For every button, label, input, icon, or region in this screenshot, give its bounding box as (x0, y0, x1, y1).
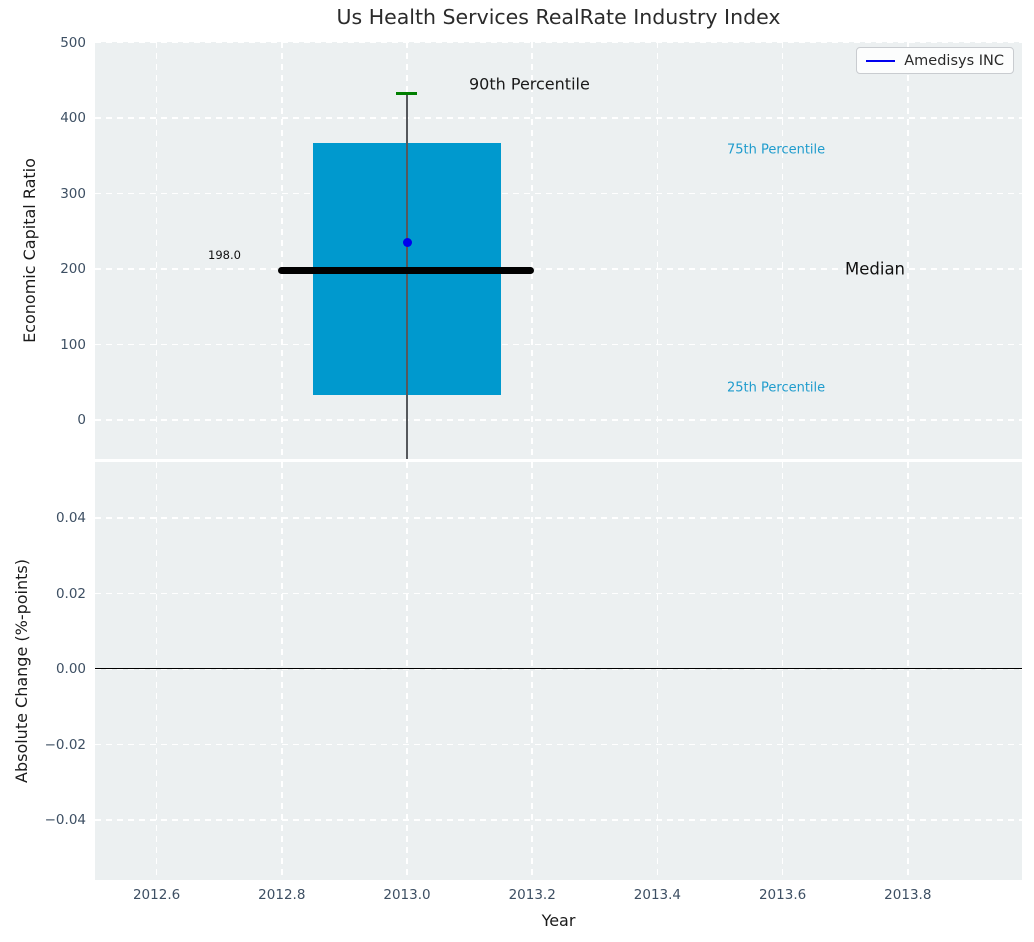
x-tick-label: 2013.4 (633, 887, 682, 903)
h-gridline (95, 743, 1022, 746)
y-tick-label: 0.02 (55, 585, 86, 602)
boxplot-median-line (278, 266, 534, 274)
y-tick-label: −0.04 (44, 812, 86, 828)
h-gridline (95, 192, 1022, 195)
y-tick-label: 200 (60, 261, 86, 277)
y-tick-label: 500 (60, 34, 86, 51)
v-gridline (781, 42, 784, 459)
p90-annotation: 90th Percentile (469, 74, 590, 94)
h-gridline (95, 343, 1022, 346)
h-gridline (95, 117, 1022, 119)
chart-title: Us Health Services RealRate Industry Ind… (336, 5, 781, 29)
v-gridline (155, 462, 158, 880)
p25-annotation: 25th Percentile (727, 380, 826, 396)
x-tick-label: 2012.6 (132, 887, 181, 903)
company-data-point (402, 237, 412, 247)
bottom-axes (95, 462, 1022, 880)
boxplot-whisker (406, 93, 408, 459)
y-axis-label-top: Economic Capital Ratio (20, 158, 39, 343)
x-tick-label: 2012.8 (258, 887, 306, 903)
v-gridline (281, 42, 283, 459)
h-gridline (95, 268, 1022, 270)
x-tick-label: 2013.8 (884, 887, 932, 903)
median-value-annotation: 198.0 (208, 248, 241, 262)
legend: Amedisys INC (856, 47, 1014, 74)
v-gridline (155, 42, 158, 459)
y-tick-label: 0.04 (55, 510, 86, 526)
x-tick-label: 2013.0 (383, 887, 431, 903)
v-gridline (781, 462, 784, 880)
h-gridline (95, 592, 1022, 595)
h-gridline (95, 419, 1022, 421)
x-tick-label: 2013.2 (508, 887, 556, 903)
y-tick-label: 0 (77, 412, 86, 428)
v-gridline (531, 42, 533, 459)
h-gridline (95, 41, 1022, 44)
v-gridline (656, 42, 659, 459)
h-gridline (95, 819, 1022, 821)
v-gridline (406, 462, 408, 880)
v-gridline (907, 462, 909, 880)
p75-annotation: 75th Percentile (727, 142, 826, 158)
zero-line (95, 667, 1022, 670)
v-gridline (656, 462, 659, 880)
y-tick-label: 400 (60, 110, 86, 126)
v-gridline (281, 462, 283, 880)
h-gridline (95, 517, 1022, 519)
x-tick-label: 2013.6 (758, 887, 807, 903)
boxplot-p90-cap (396, 92, 417, 95)
top-axes: 198.0 90th Percentile 75th Percentile Me… (95, 41, 1022, 459)
y-tick-label: 0.00 (55, 661, 86, 677)
x-axis-label: Year (541, 911, 576, 930)
y-tick-label: −0.02 (44, 736, 86, 753)
y-tick-label: 100 (60, 336, 86, 353)
legend-line-sample (866, 59, 896, 62)
legend-label: Amedisys INC (904, 52, 1004, 69)
y-tick-label: 300 (60, 185, 86, 202)
v-gridline (531, 462, 533, 880)
median-annotation: Median (845, 259, 906, 279)
v-gridline (907, 42, 909, 459)
